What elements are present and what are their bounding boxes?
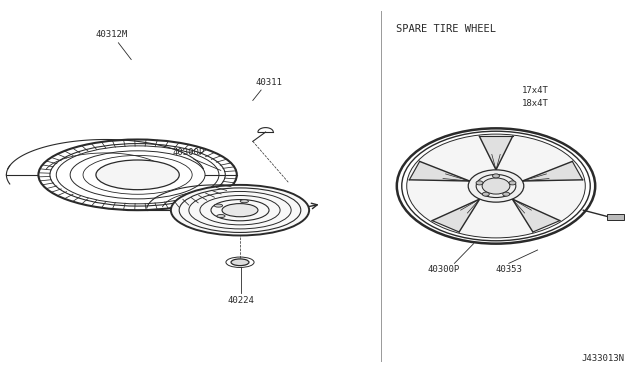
Polygon shape <box>479 136 513 170</box>
Ellipse shape <box>240 200 248 203</box>
Ellipse shape <box>214 204 223 207</box>
Ellipse shape <box>222 203 258 217</box>
Ellipse shape <box>231 259 249 266</box>
FancyBboxPatch shape <box>607 214 624 219</box>
Text: 18x4T: 18x4T <box>522 99 548 108</box>
Polygon shape <box>410 161 470 181</box>
Text: J433013N: J433013N <box>581 354 624 363</box>
Polygon shape <box>522 161 582 181</box>
Ellipse shape <box>217 215 225 218</box>
Text: 40300P: 40300P <box>173 148 205 157</box>
Ellipse shape <box>96 160 179 190</box>
Text: 40312M: 40312M <box>96 30 128 39</box>
Ellipse shape <box>171 185 309 235</box>
Ellipse shape <box>503 192 509 196</box>
Ellipse shape <box>468 170 524 202</box>
Polygon shape <box>432 199 479 232</box>
Ellipse shape <box>476 174 516 198</box>
Text: SPARE TIRE WHEEL: SPARE TIRE WHEEL <box>396 24 495 34</box>
Text: 40353: 40353 <box>496 265 523 274</box>
Ellipse shape <box>482 178 510 194</box>
Polygon shape <box>513 199 560 232</box>
Text: 40224: 40224 <box>227 296 254 305</box>
Text: 40311: 40311 <box>255 78 282 87</box>
Ellipse shape <box>493 174 499 178</box>
Ellipse shape <box>407 134 585 238</box>
Ellipse shape <box>483 192 489 196</box>
Text: 17x4T: 17x4T <box>522 86 548 95</box>
Text: 40300P: 40300P <box>428 265 460 274</box>
Ellipse shape <box>476 181 483 185</box>
Ellipse shape <box>509 181 516 185</box>
